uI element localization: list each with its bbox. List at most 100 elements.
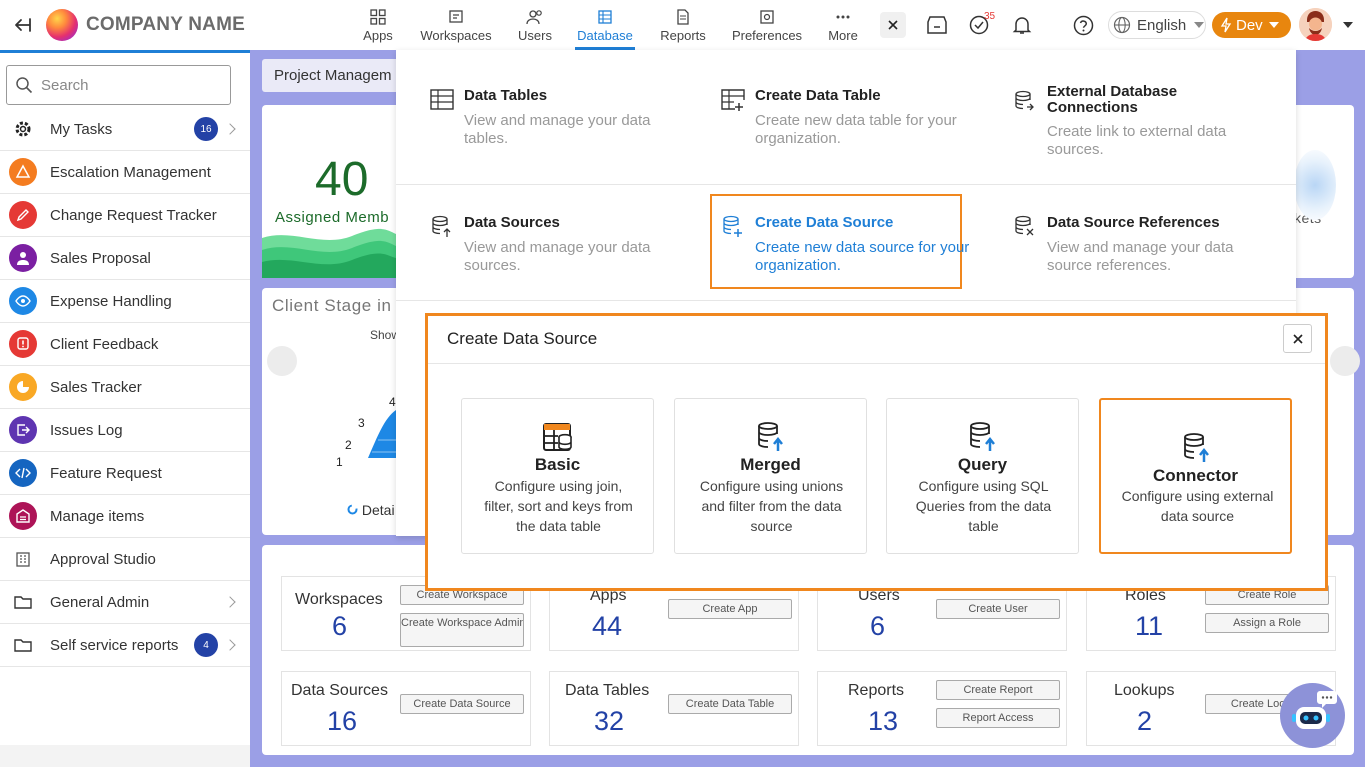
nav-reports[interactable]: Reports	[657, 6, 709, 48]
report-icon	[677, 9, 689, 25]
option-name: Merged	[740, 455, 801, 474]
create-app-button[interactable]: Create App	[668, 599, 792, 619]
project-title: Project Managem	[262, 59, 402, 92]
carousel-next-button[interactable]	[1330, 346, 1360, 376]
nav-more[interactable]: More	[826, 6, 860, 48]
nav-apps[interactable]: Apps	[360, 6, 396, 48]
sidebar-item-label: Manage items	[50, 507, 145, 525]
carousel-prev-button[interactable]	[267, 346, 297, 376]
menu-item-data-sources[interactable]: Data Sources View and manage your data s…	[430, 215, 680, 285]
menu-item-create-data-table[interactable]: Create Data Table Create new data table …	[721, 88, 971, 158]
sidebar-item-manage-items[interactable]: Manage items	[0, 495, 250, 538]
sidebar-item-label: General Admin	[50, 593, 150, 611]
nav-users[interactable]: Users	[516, 6, 554, 48]
nav-users-label: Users	[518, 28, 552, 43]
sidebar-item-issues-log[interactable]: Issues Log	[0, 409, 250, 452]
option-query[interactable]: Query Configure using SQL Queries from t…	[886, 398, 1079, 554]
report-access-button[interactable]: Report Access	[936, 708, 1060, 728]
show-label: Show	[370, 328, 401, 342]
menu-item-desc: View and manage your data tables.	[464, 112, 651, 147]
option-basic[interactable]: Basic Configure using join, filter, sort…	[461, 398, 654, 554]
notifications-button[interactable]	[1009, 12, 1035, 38]
create-workspace-admin-button[interactable]: Create Workspace Admin	[400, 613, 524, 647]
eye-icon	[9, 287, 37, 315]
search-input[interactable]: Search	[6, 65, 231, 105]
menu-item-title: Data Source References	[1047, 214, 1220, 231]
tickets-graphic	[1294, 150, 1336, 220]
sidebar-item-change-request-tracker[interactable]: Change Request Tracker	[0, 194, 250, 237]
bell-icon	[1012, 17, 1032, 34]
store-button[interactable]	[924, 12, 950, 38]
lightning-icon	[1220, 17, 1232, 33]
stat-value: 32	[594, 706, 625, 736]
create-user-button[interactable]: Create User	[936, 599, 1060, 619]
nav-database[interactable]: Database	[575, 6, 635, 50]
option-name: Connector	[1153, 466, 1238, 485]
modal-close-button[interactable]	[1283, 324, 1312, 353]
chevron-right-icon	[224, 123, 236, 135]
sidebar-item-my-tasks[interactable]: My Tasks 16	[0, 108, 250, 151]
close-icon	[888, 20, 898, 30]
menu-item-title: Create Data Table	[755, 87, 881, 104]
database-link-icon	[1015, 90, 1034, 111]
gear-icon	[9, 115, 37, 143]
user-avatar[interactable]	[1299, 8, 1332, 41]
assign-role-button[interactable]: Assign a Role	[1205, 613, 1329, 633]
database-upload-icon	[970, 422, 995, 451]
chart-icon	[9, 373, 37, 401]
nav-workspaces[interactable]: Workspaces	[418, 6, 494, 48]
menu-item-data-tables[interactable]: Data Tables View and manage your data ta…	[430, 88, 680, 158]
chatbot-button[interactable]	[1280, 683, 1345, 748]
sidebar-item-general-admin[interactable]: General Admin	[0, 581, 250, 624]
help-button[interactable]	[1070, 12, 1096, 38]
language-selector[interactable]: English	[1108, 11, 1206, 39]
sidebar-item-sales-proposal[interactable]: Sales Proposal	[0, 237, 250, 280]
nav-workspaces-label: Workspaces	[420, 28, 492, 43]
highlight-create-data-source	[710, 194, 962, 289]
refresh-icon	[347, 504, 358, 515]
option-desc: Configure using unions and filter from t…	[699, 478, 844, 534]
user-menu-chevron-icon[interactable]	[1343, 22, 1353, 28]
sidebar-item-feature-request[interactable]: Feature Request	[0, 452, 250, 495]
sidebar-item-self-service-reports[interactable]: Self service reports 4	[0, 624, 250, 667]
create-report-button[interactable]: Create Report	[936, 680, 1060, 700]
sidebar-footer	[0, 745, 250, 767]
close-menu-button[interactable]	[880, 12, 906, 38]
sidebar-item-expense-handling[interactable]: Expense Handling	[0, 280, 250, 323]
create-data-table-button[interactable]: Create Data Table	[668, 694, 792, 714]
sidebar-item-label: Issues Log	[50, 421, 123, 439]
details-link[interactable]: Detai	[347, 502, 395, 518]
menu-item-external-db-connections[interactable]: External Database Connections Create lin…	[1013, 84, 1263, 164]
sidebar-item-label: Feature Request	[50, 464, 162, 482]
nav-preferences-label: Preferences	[731, 28, 803, 43]
tasks-count-badge: 16	[194, 117, 218, 141]
axis-label: 1	[336, 455, 343, 469]
check-circle-icon	[969, 15, 989, 35]
sidebar-item-sales-tracker[interactable]: Sales Tracker	[0, 366, 250, 409]
tasks-check-button[interactable]	[966, 12, 992, 38]
menu-item-data-source-references[interactable]: Data Source References View and manage y…	[1013, 215, 1263, 285]
add-table-icon	[721, 89, 745, 111]
sidebar-item-escalation-management[interactable]: Escalation Management	[0, 151, 250, 194]
folder-icon	[9, 631, 37, 659]
stat-label: Data Sources	[291, 682, 388, 699]
environment-dropdown[interactable]: Dev	[1212, 12, 1291, 38]
funnel-chart	[368, 410, 396, 458]
stat-value: 6	[332, 611, 348, 641]
menu-item-create-data-source[interactable]: Create Data Source Create new data sourc…	[721, 215, 971, 285]
sidebar-item-client-feedback[interactable]: Client Feedback	[0, 323, 250, 366]
create-data-source-button[interactable]: Create Data Source	[400, 694, 524, 714]
nav-preferences[interactable]: Preferences	[730, 6, 804, 48]
sidebar-item-label: Sales Tracker	[50, 378, 142, 396]
sidebar-item-approval-studio[interactable]: Approval Studio	[0, 538, 250, 581]
stat-value: 2	[1137, 706, 1153, 736]
sidebar-item-label: Client Feedback	[50, 335, 159, 353]
axis-label: 3	[358, 416, 365, 430]
option-merged[interactable]: Merged Configure using unions and filter…	[674, 398, 867, 554]
option-connector[interactable]: Connector Configure using external data …	[1099, 398, 1292, 554]
folder-icon	[9, 588, 37, 616]
collapse-sidebar-icon[interactable]	[12, 14, 34, 36]
option-desc: Configure using join, filter, sort and k…	[484, 478, 633, 534]
basic-table-icon	[543, 423, 572, 451]
sidebar-item-label: Escalation Management	[50, 163, 211, 181]
